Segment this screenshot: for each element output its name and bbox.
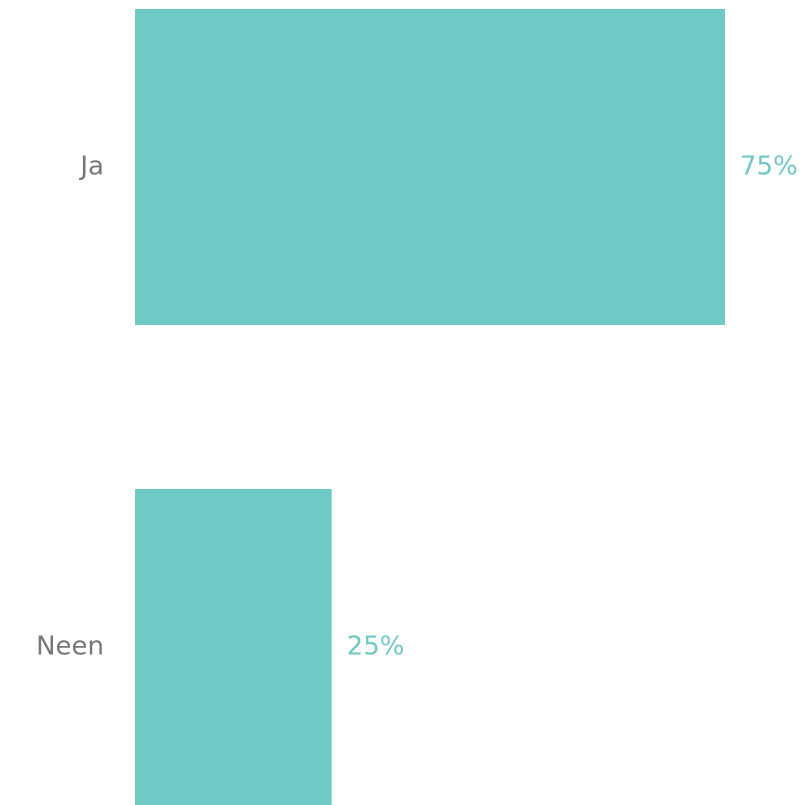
bar	[135, 9, 725, 325]
category-label: Ja	[78, 152, 104, 182]
bar	[135, 489, 332, 805]
value-label: 25%	[347, 632, 405, 662]
value-label: 75%	[740, 152, 798, 182]
category-label: Neen	[36, 632, 104, 662]
